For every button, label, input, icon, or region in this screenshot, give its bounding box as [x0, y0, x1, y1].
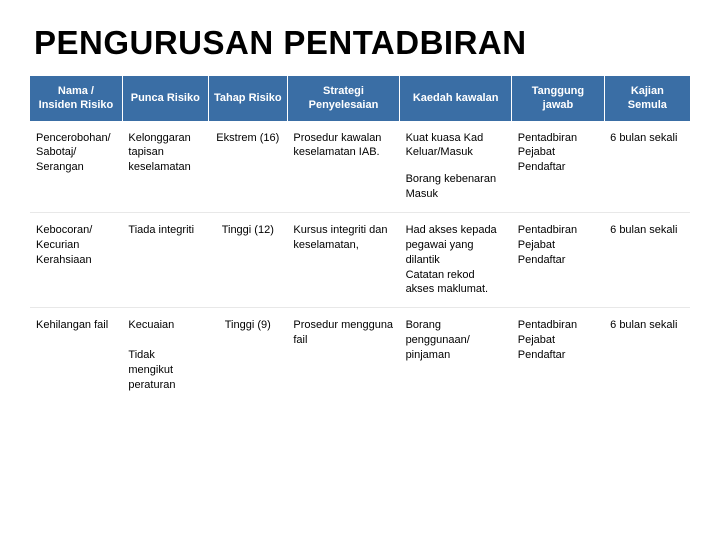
col-header-nama: Nama /Insiden Risiko: [30, 76, 122, 121]
cell-punca: Tiada integriti: [122, 212, 208, 307]
table-row: Kehilangan fail KecuaianTidak mengikut p…: [30, 308, 690, 403]
page-title: PENGURUSAN PENTADBIRAN: [30, 24, 690, 62]
cell-tanggung: Pentadbiran Pejabat Pendaftar: [512, 121, 604, 213]
cell-strategi: Prosedur mengguna fail: [287, 308, 399, 403]
risk-table: Nama /Insiden Risiko Punca Risiko Tahap …: [30, 76, 690, 402]
cell-tahap: Ekstrem (16): [208, 121, 287, 213]
cell-punca: KecuaianTidak mengikut peraturan: [122, 308, 208, 403]
cell-kaedah-a: Kuat kuasa Kad Keluar/Masuk: [400, 121, 512, 171]
table-row: Pencerobohan/Sabotaj/Serangan Kelonggara…: [30, 121, 690, 171]
table-header-row: Nama /Insiden Risiko Punca Risiko Tahap …: [30, 76, 690, 121]
col-header-punca: Punca Risiko: [122, 76, 208, 121]
cell-tahap: Tinggi (12): [208, 212, 287, 307]
cell-kaedah: Had akses kepada pegawai yang dilantikCa…: [400, 212, 512, 307]
cell-strategi: Kursus integriti dan keselamatan,: [287, 212, 399, 307]
cell-nama: Kehilangan fail: [30, 308, 122, 403]
cell-kajian: 6 bulan sekali: [604, 212, 690, 307]
col-header-strategi: StrategiPenyelesaian: [287, 76, 399, 121]
cell-kajian: 6 bulan sekali: [604, 308, 690, 403]
cell-nama: Kebocoran/KecurianKerahsiaan: [30, 212, 122, 307]
col-header-kaedah: Kaedah kawalan: [400, 76, 512, 121]
table-row: Kebocoran/KecurianKerahsiaan Tiada integ…: [30, 212, 690, 307]
cell-kajian: 6 bulan sekali: [604, 121, 690, 213]
cell-strategi: Prosedur kawalan keselamatan IAB.: [287, 121, 399, 213]
cell-tanggung: Pentadbiran Pejabat Pendaftar: [512, 308, 604, 403]
col-header-kajian: KajianSemula: [604, 76, 690, 121]
col-header-tahap: Tahap Risiko: [208, 76, 287, 121]
slide-container: PENGURUSAN PENTADBIRAN Nama /Insiden Ris…: [0, 0, 720, 540]
col-header-tanggung: Tanggungjawab: [512, 76, 604, 121]
cell-kaedah: Borang penggunaan/ pinjaman: [400, 308, 512, 403]
cell-tanggung: Pentadbiran Pejabat Pendaftar: [512, 212, 604, 307]
cell-punca: Kelonggaran tapisan keselamatan: [122, 121, 208, 213]
cell-nama: Pencerobohan/Sabotaj/Serangan: [30, 121, 122, 213]
cell-tahap: Tinggi (9): [208, 308, 287, 403]
cell-kaedah-b: Borang kebenaran Masuk: [400, 170, 512, 212]
